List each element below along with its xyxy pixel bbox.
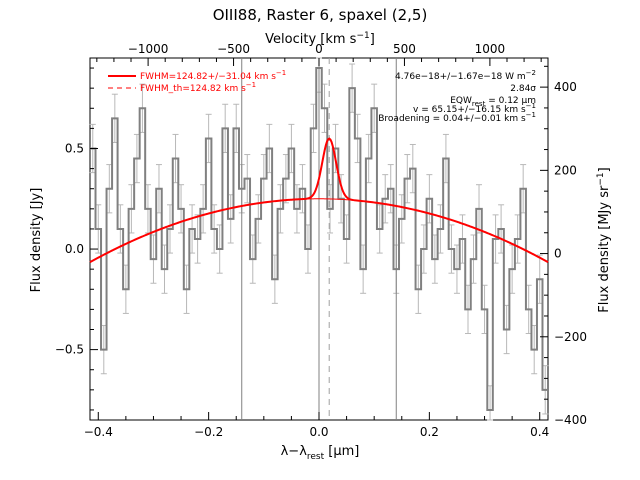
axis-ticks: −0.4 −0.2 0.0 0.2 0.4 −0.5 0.0 0.5 −1000 −500 0 500… — [55, 42, 587, 439]
x-tick-label: 0.4 — [530, 425, 549, 439]
x-tick-label: 0.2 — [420, 425, 439, 439]
annotation-sigma: 2.84σ — [510, 84, 536, 94]
x-tick-label: −0.2 — [194, 425, 223, 439]
right-tick-label: 200 — [554, 163, 577, 177]
top-tick-label: −1000 — [128, 42, 169, 56]
x-tick-label: −0.4 — [84, 425, 113, 439]
top-tick-label: −500 — [217, 42, 250, 56]
right-tick-label: 0 — [554, 247, 562, 261]
chart-title: OIII88, Raster 6, spaxel (2,5) — [213, 6, 428, 24]
fit-curve — [89, 137, 549, 264]
annotation-velocity: v = 65.15+/−16.15 km s−1 — [413, 102, 536, 115]
legend: FWHM=124.82+/−31.04 km s−1 FWHM_th=124.8… — [108, 69, 286, 94]
top-tick-label: 1000 — [475, 42, 506, 56]
right-tick-label: −400 — [554, 413, 587, 427]
x-tick-label: 0.0 — [309, 425, 328, 439]
y-tick-label: 0.0 — [65, 242, 84, 256]
data-series-step — [90, 67, 548, 411]
x-axis-title: λ−λrest [μm] — [281, 444, 360, 462]
reference-lines — [241, 58, 397, 420]
annotation-broadening: Broadening = 0.04+/−0.01 km s−1 — [378, 111, 536, 124]
right-axis-title: Flux density [MJy sr−1] — [596, 167, 612, 312]
top-tick-label: 0 — [315, 42, 323, 56]
right-tick-label: 400 — [554, 80, 577, 94]
y-tick-label: 0.5 — [65, 142, 84, 156]
annotation-flux: 4.76e−18+/−1.67e−18 W m−2 — [395, 69, 536, 82]
legend-entry-2: FWHM_th=124.82 km s−1 — [140, 81, 256, 94]
y-tick-label: −0.5 — [55, 343, 84, 357]
top-tick-label: 500 — [393, 42, 416, 56]
y-axis-title: Flux density [Jy] — [29, 188, 44, 293]
fit-annotations: 4.76e−18+/−1.67e−18 W m−2 2.84σ EQWrest … — [378, 69, 536, 124]
top-axis-title: Velocity [km s−1] — [265, 31, 375, 47]
right-tick-label: −200 — [554, 330, 587, 344]
annotation-eqw: EQWrest = 0.12 μm — [450, 96, 536, 108]
legend-entry-1: FWHM=124.82+/−31.04 km s−1 — [140, 69, 286, 82]
